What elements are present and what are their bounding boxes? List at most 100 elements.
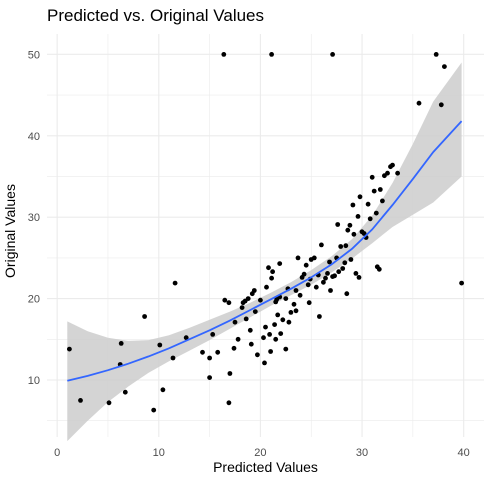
data-point [266, 265, 271, 271]
data-point [245, 296, 251, 301]
data-point [264, 284, 269, 290]
data-point [295, 255, 301, 261]
data-point [268, 349, 273, 354]
data-point [297, 292, 303, 298]
data-point [262, 360, 267, 366]
data-point [328, 288, 333, 293]
data-point [293, 288, 299, 293]
data-point [261, 335, 266, 341]
data-point [332, 273, 337, 279]
data-points [67, 52, 464, 413]
x-axis-label: Predicted Values [213, 459, 318, 475]
y-tick-label: 40 [28, 131, 40, 143]
data-point [275, 312, 281, 318]
chart-title: Predicted vs. Original Values [47, 6, 265, 25]
data-point [344, 291, 350, 297]
data-point [231, 345, 237, 351]
data-point [301, 271, 307, 277]
data-point [338, 244, 344, 249]
data-point [283, 296, 289, 301]
data-point [283, 346, 289, 352]
data-point [373, 210, 379, 216]
data-point [269, 275, 274, 281]
data-point [286, 319, 292, 325]
data-point [342, 260, 348, 266]
x-tick-label: 30 [356, 447, 368, 459]
data-point [369, 174, 375, 180]
data-point [351, 231, 357, 237]
data-point [348, 257, 354, 262]
data-point [106, 400, 112, 406]
data-point [325, 271, 330, 276]
data-point [459, 280, 464, 286]
x-axis-ticks: 0 10 20 30 40 [54, 447, 470, 459]
data-point [160, 387, 166, 393]
data-point [330, 52, 335, 57]
data-point [267, 332, 272, 337]
data-point [357, 194, 363, 200]
data-point [157, 342, 163, 348]
data-point [67, 346, 72, 352]
data-point [251, 288, 257, 293]
data-point [222, 297, 228, 303]
data-point [247, 327, 253, 333]
data-point [226, 300, 232, 306]
data-point [442, 64, 447, 69]
data-point [183, 335, 189, 341]
data-point [376, 266, 382, 272]
data-point [258, 297, 263, 303]
data-point [433, 52, 439, 57]
y-axis-ticks: 10 20 30 40 50 [28, 49, 40, 387]
data-point [170, 355, 176, 361]
data-point [272, 322, 277, 327]
data-point [227, 371, 233, 376]
data-point [263, 324, 268, 330]
data-point [215, 349, 221, 355]
data-point [210, 332, 216, 337]
data-point [438, 102, 444, 108]
data-point [252, 309, 258, 314]
trend-line [67, 120, 463, 382]
data-point [288, 310, 294, 315]
data-point [280, 317, 286, 323]
data-point [172, 280, 178, 286]
data-point [390, 162, 395, 168]
data-point [340, 266, 346, 271]
data-point [278, 331, 284, 336]
data-point [226, 400, 232, 406]
x-tick-label: 20 [254, 447, 266, 459]
data-point [151, 407, 157, 413]
data-point [350, 202, 356, 208]
data-point [311, 255, 317, 261]
y-tick-label: 10 [28, 375, 40, 387]
x-tick-label: 40 [458, 447, 470, 459]
data-point [273, 336, 279, 342]
data-point [122, 389, 128, 395]
x-tick-label: 10 [153, 447, 165, 459]
y-axis-label: Original Values [2, 184, 18, 278]
data-point [269, 52, 274, 57]
data-point [313, 284, 319, 290]
data-point [277, 261, 283, 266]
data-point [317, 314, 322, 319]
confidence-band [67, 62, 462, 442]
data-point [255, 352, 260, 358]
data-point [78, 398, 83, 403]
data-point [335, 222, 341, 227]
data-point [200, 349, 205, 355]
data-point [356, 275, 362, 280]
data-point [380, 198, 385, 204]
data-point [345, 227, 351, 233]
data-point [361, 231, 367, 236]
data-point [142, 314, 148, 319]
y-tick-label: 30 [28, 212, 40, 224]
data-point [235, 336, 241, 342]
data-point [323, 275, 328, 281]
y-tick-label: 50 [28, 49, 40, 61]
data-point [365, 201, 371, 207]
grid-lines [47, 34, 484, 437]
data-point [321, 279, 326, 285]
data-point [327, 259, 332, 265]
trend-line-path [67, 120, 463, 382]
